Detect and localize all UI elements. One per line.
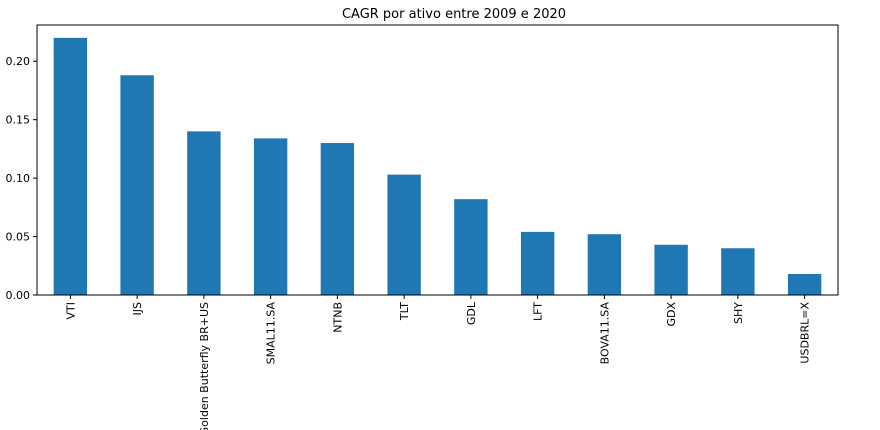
bar-shy bbox=[721, 248, 755, 295]
bar-gdx bbox=[654, 244, 688, 295]
y-tick-label: 0.20 bbox=[6, 55, 31, 68]
bar-vti bbox=[53, 37, 88, 295]
y-tick-label: 0.05 bbox=[6, 231, 31, 244]
x-tick-label: GDX bbox=[665, 302, 678, 327]
axes-frame bbox=[36, 24, 839, 296]
x-tick-label: NTNB bbox=[331, 302, 344, 333]
x-tick-label: USDBRL=X bbox=[799, 302, 812, 364]
x-tick-label: TLT bbox=[398, 302, 411, 321]
x-tick-label: VTI bbox=[64, 302, 77, 320]
x-tick-label: BOVA11.SA bbox=[598, 302, 611, 365]
x-tick-label: SMAL11.SA bbox=[265, 302, 278, 365]
x-tick-label: SHY bbox=[732, 302, 745, 324]
bar-golden-butterfly-br-us bbox=[187, 131, 221, 295]
bar-ntnb bbox=[320, 143, 355, 295]
chart-title: CAGR por ativo entre 2009 e 2020 bbox=[342, 7, 566, 22]
y-tick-label: 0.00 bbox=[6, 289, 31, 302]
bar-tlt bbox=[387, 174, 421, 295]
x-tick-label: LFT bbox=[532, 302, 545, 321]
bar-ijs bbox=[120, 75, 154, 296]
bars bbox=[53, 37, 822, 296]
y-tick-label: 0.10 bbox=[6, 172, 31, 185]
x-tick-label: Golden Butterfly BR+US bbox=[198, 302, 211, 430]
bar-bova11-sa bbox=[587, 234, 622, 295]
y-tick-label: 0.15 bbox=[6, 114, 31, 127]
plot-frame bbox=[36, 24, 839, 296]
x-tick-label: GDL bbox=[465, 301, 478, 325]
x-tick-label: IJS bbox=[131, 302, 144, 315]
bar-smal11-sa bbox=[253, 138, 288, 295]
x-axis: VTI IJS Golden Butterfly BR+US SMAL11.SA NTN… bbox=[64, 295, 812, 430]
bar-lft bbox=[520, 231, 555, 295]
bar-gdl bbox=[454, 199, 488, 295]
y-axis: 0.00 0.05 0.10 0.15 0.20 bbox=[6, 55, 37, 302]
bar-usdbrl-x bbox=[787, 273, 822, 295]
